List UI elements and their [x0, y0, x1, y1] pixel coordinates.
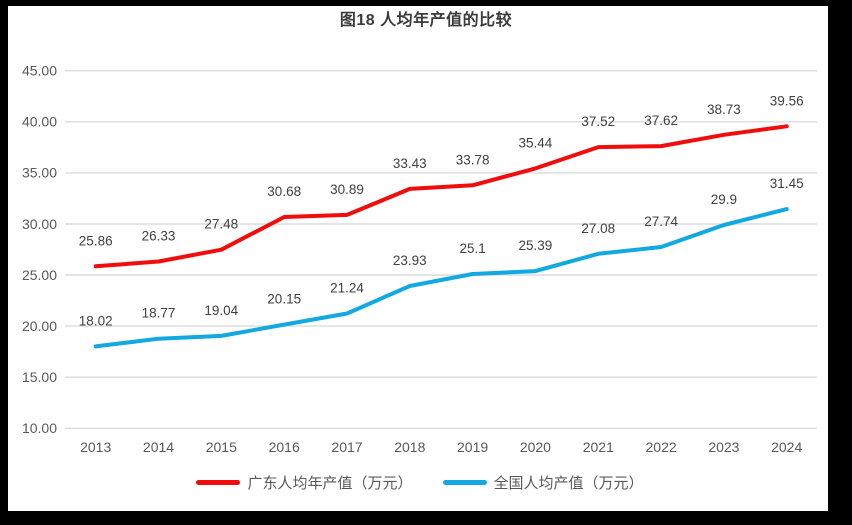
- x-axis-tick-label: 2024: [771, 439, 802, 455]
- x-axis-tick-label: 2016: [269, 439, 300, 455]
- data-label: 25.39: [519, 238, 553, 253]
- data-label: 29.9: [711, 192, 737, 207]
- x-axis-tick-label: 2021: [583, 439, 614, 455]
- data-label: 27.74: [644, 214, 678, 229]
- x-axis-tick-label: 2019: [457, 439, 488, 455]
- data-label: 37.52: [581, 114, 615, 129]
- y-axis-tick-label: 20.00: [22, 318, 57, 334]
- data-label: 23.93: [393, 253, 427, 268]
- data-label: 38.73: [707, 102, 741, 117]
- legend-label: 广东人均年产值（万元）: [247, 475, 413, 492]
- data-label: 30.68: [267, 184, 301, 199]
- x-axis-tick-label: 2015: [206, 439, 237, 455]
- chart-canvas: [8, 6, 828, 511]
- data-label: 27.48: [204, 217, 238, 232]
- data-label: 25.86: [79, 233, 113, 248]
- data-label: 26.33: [142, 229, 176, 244]
- data-label: 19.04: [204, 303, 238, 318]
- data-label: 31.45: [770, 176, 804, 191]
- legend-label: 全国人均产值（万元）: [493, 475, 644, 492]
- national-line-swatch-icon: [442, 480, 487, 485]
- data-label: 37.62: [644, 113, 678, 128]
- series-line-guangdong: [93, 124, 789, 269]
- data-label: 35.44: [519, 135, 553, 150]
- data-label: 18.77: [142, 306, 176, 321]
- y-axis-tick-label: 25.00: [22, 267, 57, 283]
- data-label: 21.24: [330, 281, 364, 296]
- guangdong-line-swatch-icon: [196, 480, 241, 485]
- y-axis-tick-label: 10.00: [22, 420, 57, 436]
- y-axis-tick-label: 30.00: [22, 216, 57, 232]
- data-label: 33.78: [456, 152, 490, 167]
- x-axis-tick-label: 2013: [80, 439, 111, 455]
- x-axis-tick-label: 2023: [708, 439, 739, 455]
- legend-item-guangdong: 广东人均年产值（万元）: [196, 472, 413, 493]
- y-axis-tick-label: 35.00: [22, 165, 57, 181]
- chart-legend: 广东人均年产值（万元） 全国人均产值（万元）: [0, 472, 840, 493]
- legend-item-national: 全国人均产值（万元）: [442, 472, 644, 493]
- y-axis-tick-label: 45.00: [22, 63, 57, 79]
- data-label: 18.02: [79, 313, 113, 328]
- y-axis-tick-label: 40.00: [22, 114, 57, 130]
- data-label: 27.08: [581, 221, 615, 236]
- data-label: 25.1: [459, 241, 485, 256]
- x-axis-tick-label: 2018: [394, 439, 425, 455]
- x-axis-tick-label: 2014: [143, 439, 174, 455]
- data-label: 30.89: [330, 182, 364, 197]
- x-axis-tick-label: 2022: [646, 439, 677, 455]
- data-label: 33.43: [393, 156, 427, 171]
- x-axis-tick-label: 2017: [331, 439, 362, 455]
- chart-title: 图18 人均年产值的比较: [339, 12, 513, 29]
- data-label: 39.56: [770, 93, 804, 108]
- y-axis-tick-label: 15.00: [22, 369, 57, 385]
- x-axis-tick-label: 2020: [520, 439, 551, 455]
- data-label: 20.15: [267, 292, 301, 307]
- series-line-national: [93, 207, 789, 349]
